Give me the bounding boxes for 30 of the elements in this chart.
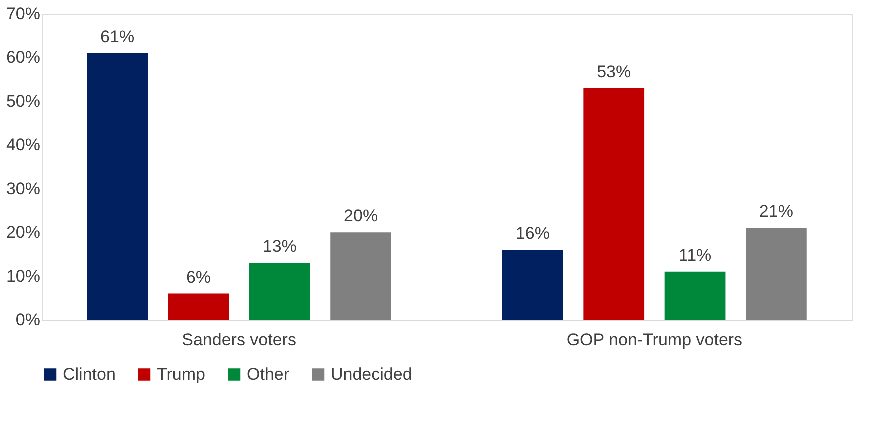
bar [168, 294, 230, 320]
data-label: 16% [516, 224, 550, 244]
bar [330, 232, 392, 320]
bar [502, 250, 564, 320]
data-label: 61% [100, 27, 135, 46]
y-tick-label: 20% [6, 223, 40, 242]
data-label: 13% [262, 237, 297, 256]
legend-label: Undecided [331, 364, 412, 384]
y-tick-label: 50% [6, 92, 40, 111]
y-tick-label: 0% [16, 310, 40, 330]
legend-label: Trump [157, 364, 206, 384]
y-tick-label: 60% [6, 48, 40, 68]
data-label: 21% [759, 202, 794, 222]
data-label: 20% [344, 206, 378, 226]
bar [664, 272, 726, 320]
x-tick-label: Sanders voters [182, 330, 296, 350]
x-tick-label: GOP non-Trump voters [566, 330, 743, 350]
bar [584, 88, 645, 320]
data-label: 53% [597, 62, 632, 82]
legend-label: Clinton [63, 364, 116, 384]
y-tick-label: 70% [6, 4, 40, 24]
bar [746, 228, 807, 320]
data-label: 11% [678, 246, 712, 265]
y-tick-label: 30% [6, 179, 40, 198]
bar [249, 263, 310, 320]
legend-label: Other [247, 364, 290, 384]
y-tick-label: 10% [6, 266, 40, 286]
y-tick-label: 40% [6, 136, 40, 155]
data-label: 6% [186, 268, 212, 287]
bar [87, 53, 148, 320]
